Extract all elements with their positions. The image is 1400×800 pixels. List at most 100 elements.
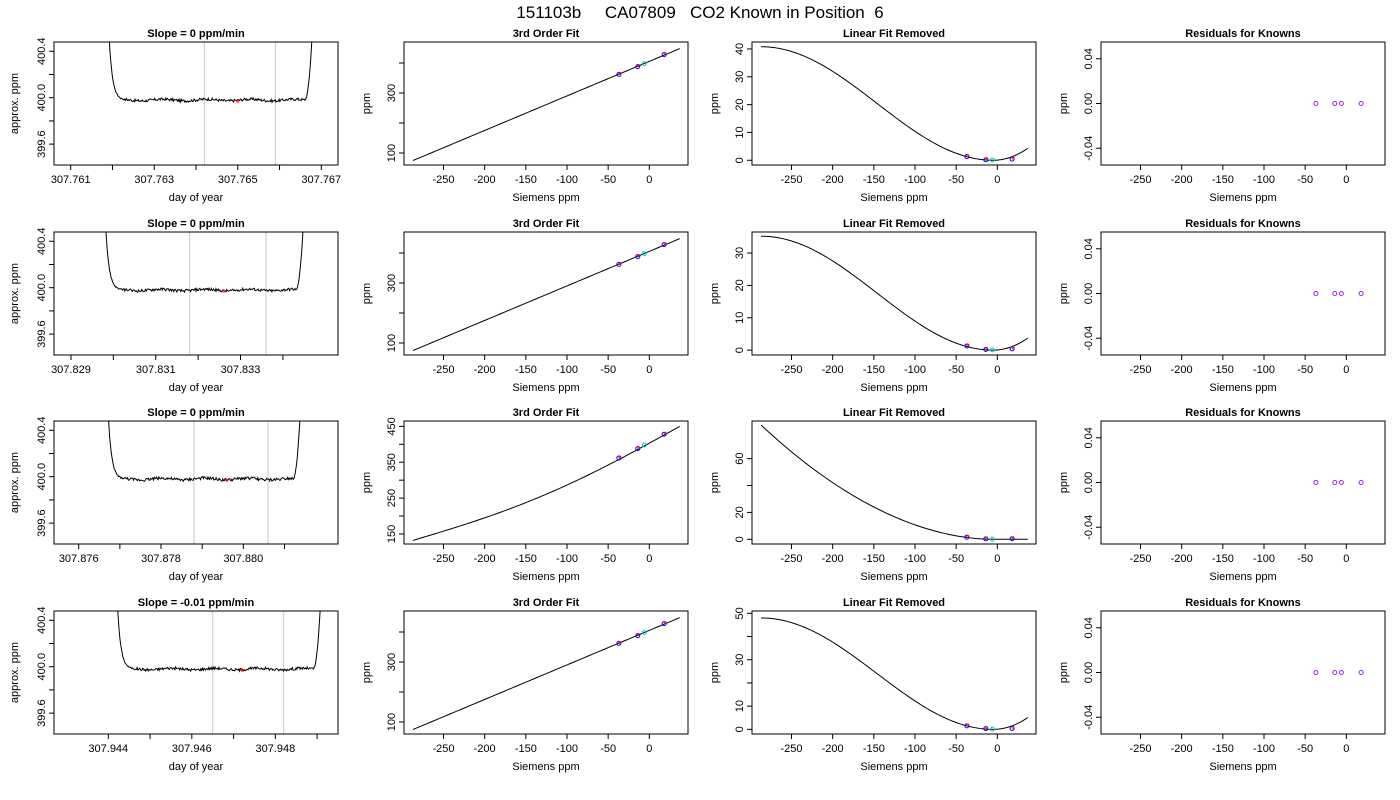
y-tick-label: 0 — [734, 157, 746, 163]
x-tick-label: 0 — [1343, 743, 1349, 755]
data-point — [661, 431, 667, 437]
data-point — [641, 442, 647, 448]
data-point — [1358, 670, 1364, 675]
data-point — [989, 347, 995, 353]
y-tick-label: 250 — [386, 489, 398, 507]
x-tick-label: -100 — [1253, 174, 1275, 186]
data-point — [964, 343, 970, 349]
x-tick-label: 307.829 — [51, 364, 91, 376]
data-point-marker — [637, 254, 641, 258]
chart-panel-16: Residuals for Knowns -250 -200 -150 -100 -50 0… — [1058, 597, 1386, 773]
x-tick-label: 0 — [1343, 364, 1349, 376]
chart-panel-12: Residuals for Knowns -250 -200 -150 -100 -50 0… — [1058, 407, 1386, 583]
data-point — [641, 61, 647, 67]
y-tick-label: 0.00 — [1083, 472, 1095, 493]
series-line — [117, 611, 321, 673]
chart-panel-9: Slope = 0 ppm/min 307.876 307.878 307.880 39… — [9, 407, 339, 583]
x-tick-label: -200 — [822, 174, 844, 186]
data-point-marker — [663, 52, 667, 55]
x-axis-label: Siemens ppm — [1209, 382, 1276, 394]
x-tick-label: -200 — [474, 364, 496, 376]
x-axis-label: Siemens ppm — [512, 571, 579, 583]
x-tick-label: 307.880 — [223, 553, 263, 565]
x-tick-label: -50 — [948, 364, 964, 376]
x-tick-label: -150 — [515, 553, 537, 565]
y-axis-label: ppm — [1058, 472, 1070, 493]
plot-frame — [403, 610, 689, 735]
series-line — [108, 421, 301, 483]
x-axis-label: day of year — [169, 571, 224, 583]
x-tick-label: -250 — [780, 174, 802, 186]
data-point-marker — [618, 455, 622, 459]
x-tick-label: -150 — [863, 743, 885, 755]
chart-title: Linear Fit Removed — [843, 28, 945, 40]
plot-frame — [751, 41, 1037, 166]
x-tick-label: -200 — [1171, 553, 1193, 565]
y-axis-label: approx. ppm — [9, 73, 21, 134]
data-point-marker — [1011, 156, 1015, 160]
y-axis-label: approx. ppm — [9, 642, 21, 703]
y-tick-label: 400.4 — [36, 38, 48, 66]
x-tick-label: -200 — [1171, 174, 1193, 186]
x-tick-label: -150 — [1212, 553, 1234, 565]
data-point — [1009, 536, 1015, 542]
data-point — [1358, 101, 1364, 106]
x-tick-label: -250 — [432, 743, 454, 755]
data-point — [1332, 291, 1338, 296]
data-point — [1358, 291, 1364, 296]
x-tick-label: 0 — [994, 364, 1000, 376]
x-tick-label: -150 — [515, 174, 537, 186]
y-axis-label: ppm — [709, 93, 721, 114]
series-line — [108, 42, 313, 104]
series-line — [412, 48, 680, 161]
x-tick-label: 307.763 — [134, 174, 174, 186]
x-tick-label: -50 — [948, 174, 964, 186]
x-tick-label: 307.946 — [172, 743, 212, 755]
series-line — [412, 238, 680, 351]
data-point — [635, 633, 641, 639]
chart-title: Slope = 0 ppm/min — [147, 28, 245, 40]
data-point — [1332, 101, 1338, 106]
x-tick-label: 307.833 — [221, 364, 261, 376]
chart-panel-14: 3rd Order Fit -250 -200 -150 -100 -50 0 100 300 S… — [361, 597, 689, 773]
y-axis-label: ppm — [361, 93, 373, 114]
chart-panel-7: Linear Fit Removed -250 -200 -150 -100 -50 0 0 1… — [709, 218, 1037, 394]
y-tick-label: 0.00 — [1083, 93, 1095, 114]
x-tick-label: -100 — [556, 743, 578, 755]
data-point — [1313, 101, 1319, 106]
chart-panel-10: 3rd Order Fit -250 -200 -150 -100 -50 0 150 250 3… — [361, 407, 689, 583]
x-axis-label: Siemens ppm — [1209, 192, 1276, 204]
x-tick-label: -200 — [474, 174, 496, 186]
series-line — [412, 617, 680, 730]
y-tick-label: 0 — [734, 726, 746, 732]
x-axis-label: day of year — [169, 192, 224, 204]
chart-title: Linear Fit Removed — [843, 597, 945, 609]
data-point-marker — [663, 431, 667, 435]
x-tick-label: -150 — [515, 364, 537, 376]
plot-frame — [751, 610, 1037, 735]
data-point-marker — [618, 72, 622, 75]
x-tick-label: -150 — [515, 743, 537, 755]
x-tick-label: -100 — [904, 743, 926, 755]
plot-frame — [1100, 41, 1386, 166]
y-tick-label: 30 — [734, 71, 746, 83]
data-point — [983, 157, 989, 163]
y-tick-label: 399.6 — [36, 509, 48, 537]
y-tick-label: 400.4 — [36, 607, 48, 635]
x-axis-label: day of year — [169, 761, 224, 773]
x-tick-label: -100 — [1253, 743, 1275, 755]
x-axis-label: Siemens ppm — [512, 761, 579, 773]
plot-frame — [1100, 231, 1386, 356]
chart-panel-6: 3rd Order Fit -250 -200 -150 -100 -50 0 100 300 S… — [361, 218, 689, 394]
x-tick-label: 0 — [994, 174, 1000, 186]
x-tick-label: -50 — [948, 743, 964, 755]
x-axis-label: Siemens ppm — [512, 192, 579, 204]
x-axis-label: Siemens ppm — [860, 382, 927, 394]
plot-frame — [1100, 610, 1386, 735]
chart-panel-2: 3rd Order Fit -250 -200 -150 -100 -50 0 100 300 S… — [361, 28, 689, 204]
y-axis-label: ppm — [709, 662, 721, 683]
data-point-marker — [637, 446, 641, 450]
x-tick-label: -250 — [432, 553, 454, 565]
x-tick-label: 307.944 — [88, 743, 128, 755]
